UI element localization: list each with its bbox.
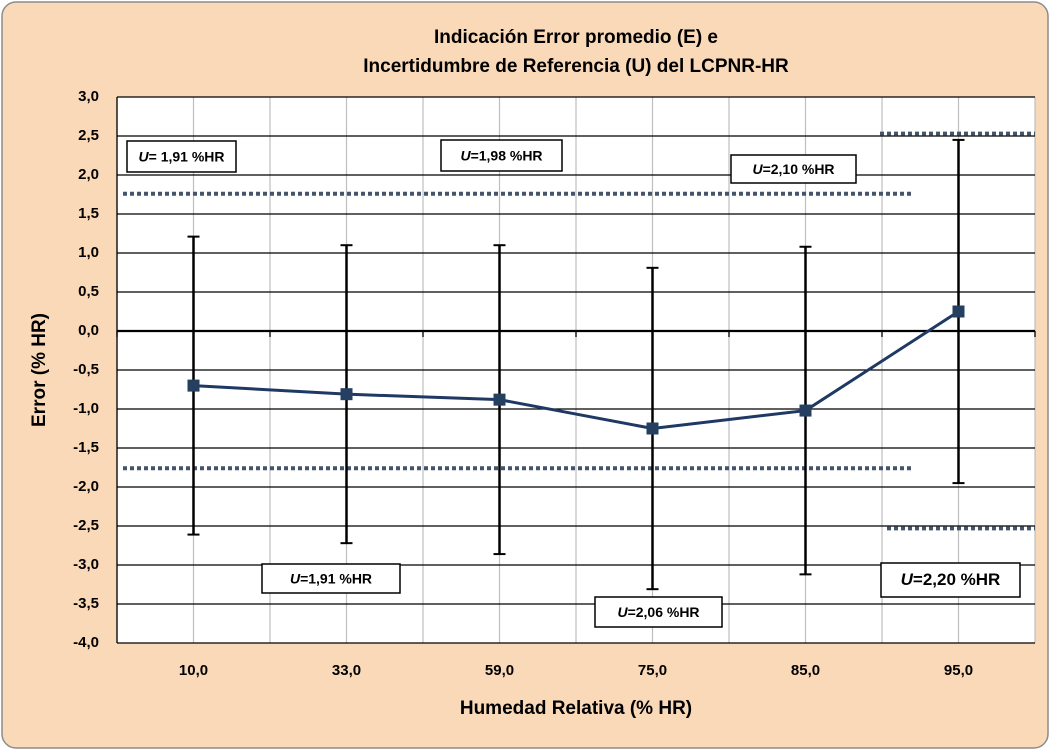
x-tick-label: 33,0 [332, 662, 361, 679]
y-tick-label: 3,0 [78, 88, 99, 105]
annotation-text: =1,91 %HR [300, 570, 372, 586]
annotation-text: =2,20 %HR [913, 570, 1000, 589]
annotation-box [880, 562, 1021, 598]
annotation: U=2,06 %HR [617, 604, 699, 620]
chart-title: Indicación Error promedio (E) e [434, 27, 718, 48]
y-tick-label: -2,0 [73, 478, 99, 495]
annotation-symbol: U [460, 147, 471, 163]
y-tick-label: -3,0 [73, 556, 99, 573]
y-tick-label: 1,5 [78, 205, 99, 222]
x-tick-label: 75,0 [638, 662, 667, 679]
data-point [340, 388, 353, 401]
data-point [646, 422, 659, 435]
annotation-text: =2,10 %HR [763, 161, 835, 177]
y-tick-label: -2,5 [73, 517, 99, 534]
data-line [193, 310, 960, 431]
y-tick-label: 2,0 [78, 166, 99, 183]
data-point [493, 393, 506, 406]
x-tick-label: 59,0 [485, 662, 514, 679]
annotation-box [440, 139, 563, 172]
annotation: U= 1,91 %HR [139, 148, 225, 164]
annotation: U=1,91 %HR [290, 570, 372, 586]
x-tick-label: 95,0 [944, 662, 973, 679]
y-tick-label: -4,0 [73, 634, 99, 651]
y-tick-label: 2,5 [78, 127, 99, 144]
y-tick-label: -0,5 [73, 361, 99, 378]
x-axis-label: Humedad Relativa (% HR) [460, 698, 692, 719]
y-tick-label: -1,0 [73, 400, 99, 417]
y-tick-label: 0,5 [78, 283, 99, 300]
x-tick-label: 85,0 [791, 662, 820, 679]
annotation-symbol: U [139, 148, 150, 164]
annotation-symbol: U [901, 570, 914, 589]
annotation-symbol: U [290, 570, 301, 586]
annotation-text: = 1,91 %HR [149, 148, 225, 164]
annotation-box [594, 596, 723, 628]
annotation-box [261, 563, 401, 594]
data-point [187, 379, 200, 392]
data-point [799, 404, 812, 417]
data-point [952, 305, 965, 318]
annotation: U=2,20 %HR [901, 570, 1001, 589]
annotation-text: =2,06 %HR [628, 604, 700, 620]
annotation-symbol: U [752, 161, 763, 177]
chart-title: Incertidumbre de Referencia (U) del LCPN… [363, 56, 789, 77]
y-tick-label: -3,5 [73, 595, 99, 612]
y-tick-label: 0,0 [78, 322, 99, 339]
annotation-symbol: U [617, 604, 628, 620]
annotation: U=2,10 %HR [752, 161, 834, 177]
y-tick-label: -1,5 [73, 439, 99, 456]
annotation: U=1,98 %HR [460, 147, 542, 163]
annotation-box [730, 154, 857, 184]
y-axis-label: Error (% HR) [29, 313, 50, 427]
x-tick-label: 10,0 [179, 662, 208, 679]
annotation-box [126, 140, 237, 173]
annotation-text: =1,98 %HR [471, 147, 543, 163]
y-tick-label: 1,0 [78, 244, 99, 261]
